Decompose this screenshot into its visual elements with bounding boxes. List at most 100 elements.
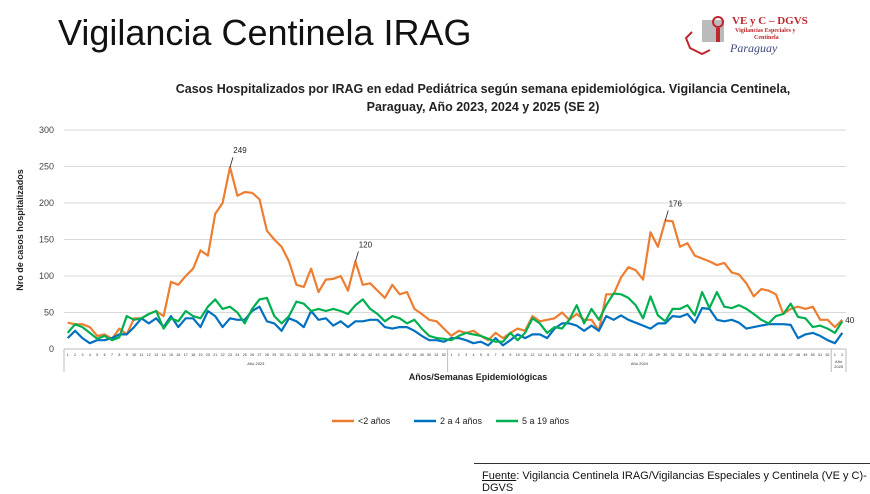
y-tick-label: 200	[39, 198, 54, 208]
data-label: 40	[845, 316, 854, 325]
x-tick-label: 4	[472, 353, 474, 357]
x-tick-label: 51	[435, 353, 439, 357]
chart-title: Casos Hospitalizados por IRAG en edad Pe…	[150, 80, 816, 116]
x-tick-label: 14	[162, 353, 166, 357]
x-tick-label: 2	[458, 353, 460, 357]
x-group-label: 2025	[834, 364, 844, 369]
x-tick-label: 11	[140, 353, 144, 357]
x-tick-label: 18	[191, 353, 195, 357]
x-tick-label: 1	[450, 353, 452, 357]
x-tick-label: 29	[656, 353, 660, 357]
logo-line1: VE y C – DGVS	[732, 15, 808, 27]
x-tick-label: 23	[612, 353, 616, 357]
x-tick-label: 19	[582, 353, 586, 357]
x-tick-label: 48	[796, 353, 800, 357]
legend-label: 5 a 19 años	[522, 416, 570, 426]
x-axis-title: Años/Semanas Epidemiológicas	[409, 372, 548, 382]
x-tick-label: 26	[634, 353, 638, 357]
x-tick-label: 50	[427, 353, 431, 357]
data-label: 249	[233, 146, 247, 155]
x-tick-label: 51	[818, 353, 822, 357]
x-tick-label: 42	[752, 353, 756, 357]
x-tick-label: 11	[523, 353, 527, 357]
x-tick-label: 27	[258, 353, 262, 357]
x-tick-label: 18	[575, 353, 579, 357]
x-tick-label: 3	[465, 353, 467, 357]
x-tick-label: 37	[331, 353, 335, 357]
x-tick-label: 41	[744, 353, 748, 357]
series-line-0	[67, 166, 844, 342]
x-tick-label: 36	[324, 353, 328, 357]
x-tick-label: 42	[368, 353, 372, 357]
x-tick-label: 16	[176, 353, 180, 357]
x-tick-label: 45	[774, 353, 778, 357]
x-tick-label: 5	[480, 353, 482, 357]
x-tick-label: 7	[495, 353, 497, 357]
y-tick-label: 100	[39, 271, 54, 281]
data-label-leader	[355, 251, 359, 262]
x-tick-label: 3	[81, 353, 83, 357]
slide-title: Vigilancia Centinela IRAG	[58, 12, 472, 53]
x-tick-label: 37	[715, 353, 719, 357]
x-tick-label: 38	[339, 353, 343, 357]
x-tick-label: 20	[589, 353, 593, 357]
x-tick-label: 7	[111, 353, 113, 357]
x-tick-label: 52	[826, 353, 830, 357]
source-divider	[474, 463, 870, 464]
source-label: Fuente	[482, 470, 517, 482]
logo-line2: Vigilancias Especiales y	[735, 28, 795, 34]
x-tick-label: 34	[693, 353, 697, 357]
y-tick-label: 300	[39, 125, 54, 135]
x-tick-label: 43	[759, 353, 763, 357]
x-tick-label: 39	[346, 353, 350, 357]
x-tick-label: 47	[789, 353, 793, 357]
y-tick-label: 50	[44, 308, 54, 318]
data-label-leader	[664, 210, 669, 221]
x-tick-label: 40	[353, 353, 357, 357]
x-tick-label: 38	[722, 353, 726, 357]
x-tick-label: 36	[708, 353, 712, 357]
x-tick-label: 24	[619, 353, 623, 357]
x-tick-label: 26	[250, 353, 254, 357]
x-tick-label: 39	[730, 353, 734, 357]
x-tick-label: 22	[221, 353, 225, 357]
x-tick-label: 21	[213, 353, 217, 357]
logo: VE y C – DGVS Vigilancias Especiales y C…	[684, 15, 808, 56]
x-group-label: Año	[835, 359, 843, 364]
x-tick-label: 35	[317, 353, 321, 357]
x-tick-label: 14	[545, 353, 549, 357]
logo-line4: Paraguay	[729, 41, 778, 55]
data-label: 176	[669, 200, 683, 209]
y-tick-label: 0	[49, 344, 54, 354]
legend-label: <2 años	[358, 416, 391, 426]
x-tick-label: 12	[530, 353, 534, 357]
x-tick-label: 23	[228, 353, 232, 357]
x-tick-label: 19	[198, 353, 202, 357]
x-tick-label: 20	[206, 353, 210, 357]
x-group-label: Año 2024	[631, 361, 649, 366]
x-tick-label: 15	[553, 353, 557, 357]
x-tick-label: 6	[104, 353, 106, 357]
x-tick-label: 34	[309, 353, 313, 357]
x-tick-label: 10	[132, 353, 136, 357]
x-tick-label: 49	[803, 353, 807, 357]
x-tick-label: 8	[118, 353, 120, 357]
source-note: Fuente: Vigilancia Centinela IRAG/Vigila…	[482, 470, 870, 494]
y-axis-title: Nro de casos hospitalizados	[15, 169, 25, 291]
x-tick-label: 30	[663, 353, 667, 357]
x-tick-label: 5	[96, 353, 98, 357]
x-tick-label: 30	[280, 353, 284, 357]
x-tick-label: 10	[516, 353, 520, 357]
x-tick-label: 31	[671, 353, 675, 357]
x-tick-label: 2	[841, 353, 843, 357]
x-tick-label: 41	[361, 353, 365, 357]
x-tick-label: 1	[834, 353, 836, 357]
x-tick-label: 48	[412, 353, 416, 357]
x-tick-label: 17	[567, 353, 571, 357]
legend-label: 2 a 4 años	[440, 416, 483, 426]
x-tick-label: 27	[641, 353, 645, 357]
data-label-leader	[229, 157, 234, 168]
x-tick-label: 24	[235, 353, 239, 357]
x-tick-label: 13	[154, 353, 158, 357]
